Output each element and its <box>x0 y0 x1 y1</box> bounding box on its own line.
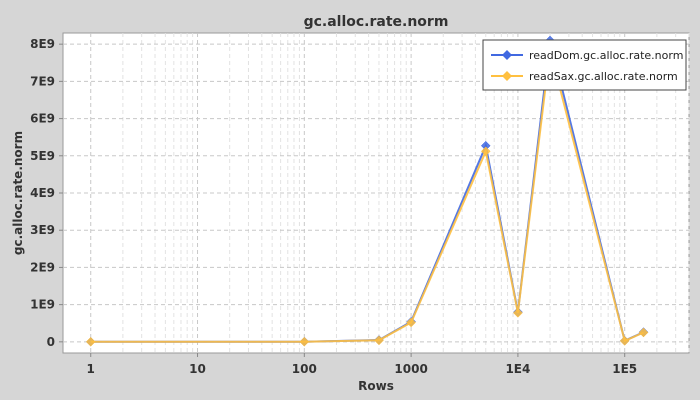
y-tick-label: 7E9 <box>30 74 55 88</box>
grid <box>63 33 690 353</box>
y-tick-label: 0 <box>47 335 55 349</box>
legend-label: readDom.gc.alloc.rate.norm <box>529 49 683 62</box>
data-point <box>619 336 630 346</box>
y-axis-label: gc.alloc.rate.norm <box>11 131 25 255</box>
data-point <box>480 146 491 157</box>
y-tick-label: 6E9 <box>30 112 55 126</box>
data-point <box>374 335 384 346</box>
ticks: 1 10 100 1000 1E4 1E5 0 1E9 2E9 3E9 4E9 5E9 6E9 7E9 8E… <box>30 37 637 376</box>
data-point <box>406 317 416 328</box>
legend: readDom.gc.alloc.rate.norm readSax.gc.all… <box>482 39 687 91</box>
x-tick-label: 1000 <box>394 362 427 376</box>
y-tick-label: 4E9 <box>30 186 55 200</box>
legend-swatch-marker <box>502 50 512 60</box>
data-point <box>638 327 649 338</box>
legend-box <box>482 39 687 91</box>
x-tick-label: 10 <box>189 362 206 376</box>
data-point <box>513 307 523 318</box>
y-tick-label: 8E9 <box>30 37 55 51</box>
y-tick-label: 5E9 <box>30 149 55 163</box>
y-tick-label: 2E9 <box>30 260 55 274</box>
x-tick-label: 1E5 <box>612 362 637 376</box>
y-tick-label: 1E9 <box>30 298 55 312</box>
x-tick-label: 1 <box>87 362 95 376</box>
data-point <box>85 336 96 347</box>
x-axis-label: Rows <box>358 379 394 393</box>
x-tick-label: 1E4 <box>505 362 530 376</box>
y-tick-label: 3E9 <box>30 223 55 237</box>
legend-label: readSax.gc.alloc.rate.norm <box>529 70 678 83</box>
data-point <box>299 336 310 347</box>
x-tick-label: 100 <box>292 362 317 376</box>
chart-title: gc.alloc.rate.norm <box>304 14 449 30</box>
legend-swatch-marker <box>502 71 512 81</box>
